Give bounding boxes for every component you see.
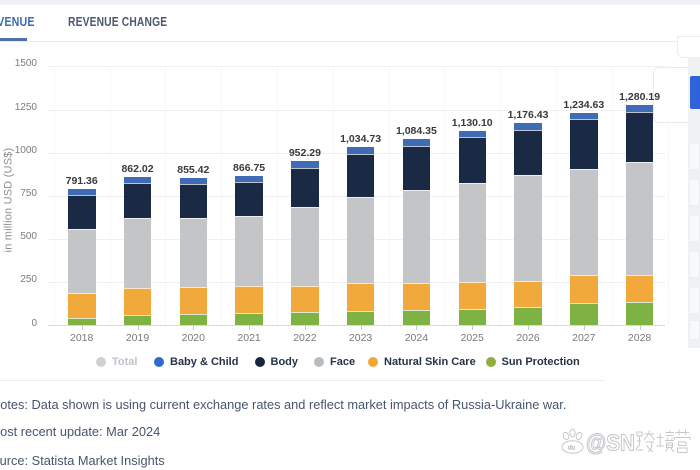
svg-text:du: du: [568, 445, 576, 452]
svg-text:@SN: @SN: [586, 430, 635, 456]
